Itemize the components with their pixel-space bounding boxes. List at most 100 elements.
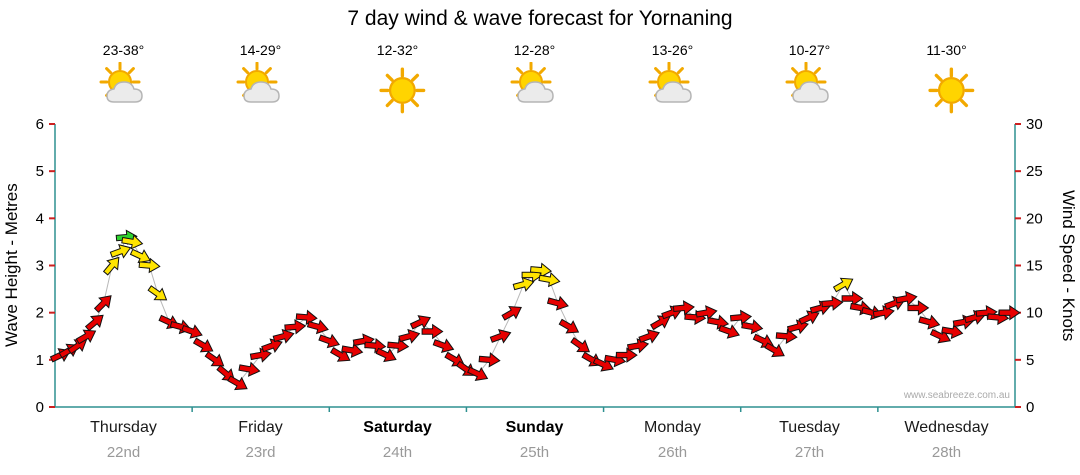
- temp-range: 13-26°: [651, 42, 694, 58]
- wind-arrow: [102, 256, 120, 276]
- wind-arrow: [695, 305, 718, 321]
- wind-arrow: [558, 318, 580, 334]
- cloud-icon: [242, 81, 280, 103]
- day-column-tuesday: 10-27°: [741, 42, 878, 114]
- wind-arrow: [138, 257, 161, 274]
- left-tick-label: 4: [36, 210, 44, 227]
- right-tick-label: 25: [1026, 163, 1043, 180]
- axis-date: 24th: [382, 444, 413, 461]
- wind-arrow: [181, 324, 203, 339]
- axis-date: 22nd: [106, 444, 141, 461]
- wind-arrow: [638, 329, 661, 344]
- wind-arrow: [341, 342, 364, 359]
- wind-arrow: [192, 337, 214, 353]
- day-column-wednesday: 11-30°: [878, 42, 1015, 114]
- wind-arrow: [375, 347, 397, 363]
- axis-day-thursday: Thursday: [90, 419, 157, 436]
- wind-arrow: [615, 347, 638, 363]
- left-tick-label: 5: [36, 163, 44, 180]
- axis-date: 27th: [794, 444, 825, 461]
- wind-arrow: [387, 337, 410, 354]
- page-title: 7 day wind & wave forecast for Yornaning: [347, 7, 733, 30]
- weather-icon-partly-cloudy: [229, 62, 293, 114]
- wind-arrow: [238, 361, 261, 377]
- wind-arrow: [478, 352, 501, 368]
- sun-icon: [927, 67, 974, 114]
- cloud-icon: [791, 81, 829, 103]
- wind-arrow: [798, 310, 820, 325]
- weather-icon-sunny: [915, 62, 979, 114]
- wind-arrow: [987, 309, 1010, 326]
- temp-range: 10-27°: [788, 42, 831, 58]
- right-tick-label: 5: [1026, 352, 1034, 369]
- wind-arrow: [672, 300, 695, 316]
- wind-arrow: [432, 338, 455, 353]
- axis-date: 26th: [657, 444, 688, 461]
- right-tick-label: 15: [1026, 258, 1043, 275]
- wind-arrow: [832, 277, 854, 293]
- wind-arrow: [121, 234, 144, 250]
- axis-day-monday: Monday: [644, 419, 701, 436]
- axis-day-saturday: Saturday: [363, 419, 432, 436]
- temp-range: 11-30°: [926, 42, 967, 58]
- left-tick-label: 2: [36, 305, 44, 322]
- day-column-friday: 14-29°: [192, 42, 329, 114]
- weather-icon-partly-cloudy: [92, 62, 156, 114]
- right-tick-label: 10: [1026, 305, 1043, 322]
- wind-arrow: [538, 271, 561, 288]
- wind-arrow: [764, 342, 785, 358]
- wind-arrow: [75, 329, 97, 345]
- wind-arrow: [570, 337, 591, 353]
- day-column-sunday: 12-28°: [466, 42, 603, 114]
- axis-date: 25th: [519, 444, 550, 461]
- wind-arrow: [650, 315, 671, 331]
- wind-arrow: [998, 304, 1021, 321]
- wind-arrow: [295, 309, 318, 326]
- chart-area: 0 1 2 3 4 5 6 0 5 10 15 20 25 30: [36, 116, 1043, 416]
- wind-arrow: [67, 339, 88, 355]
- wind-arrow: [501, 305, 522, 321]
- wind-arrow: [318, 333, 341, 349]
- wind-arrow: [741, 319, 764, 335]
- wind-arrow: [718, 324, 741, 339]
- sun-icon: [378, 67, 425, 114]
- wind-arrow: [306, 319, 329, 335]
- weather-icon-partly-cloudy: [778, 62, 842, 114]
- right-tick-label: 30: [1026, 116, 1043, 133]
- wind-arrow: [529, 262, 553, 278]
- cloud-icon: [105, 81, 143, 103]
- wind-arrow: [821, 295, 844, 311]
- axis-day-tuesday: Tuesday: [779, 419, 840, 436]
- cloud-icon: [516, 81, 554, 103]
- wind-arrow: [272, 328, 295, 344]
- wind-arrow: [421, 323, 444, 340]
- left-tick-label: 3: [36, 258, 44, 275]
- wind-arrow: [627, 338, 650, 354]
- wind-arrow: [546, 295, 569, 311]
- wind-arrow: [512, 276, 535, 292]
- wind-arrow: [284, 319, 307, 335]
- wind-arrow: [109, 244, 132, 259]
- wind-arrow: [261, 338, 283, 353]
- wind-arrow: [93, 295, 112, 313]
- axis-date: 28th: [931, 444, 962, 461]
- right-tick-label: 0: [1026, 399, 1034, 416]
- wind-arrow: [895, 290, 918, 307]
- left-tick-label: 6: [36, 116, 44, 133]
- day-column-monday: 13-26°: [604, 42, 741, 114]
- wind-arrow: [918, 314, 941, 330]
- right-tick-label: 20: [1026, 210, 1043, 227]
- wind-arrow: [84, 314, 104, 332]
- wind-arrow: [841, 290, 864, 307]
- temp-range: 12-32°: [376, 42, 419, 58]
- temp-range: 14-29°: [239, 42, 282, 58]
- right-axis-title: Wind Speed - Knots: [1059, 189, 1078, 342]
- wind-arrow: [204, 351, 225, 367]
- wind-arrow: [907, 300, 930, 316]
- wind-arrow: [249, 347, 272, 363]
- wind-arrow: [467, 366, 489, 382]
- wind-arrow: [227, 375, 248, 391]
- wind-arrow: [398, 328, 421, 344]
- wind-arrow: [872, 305, 895, 321]
